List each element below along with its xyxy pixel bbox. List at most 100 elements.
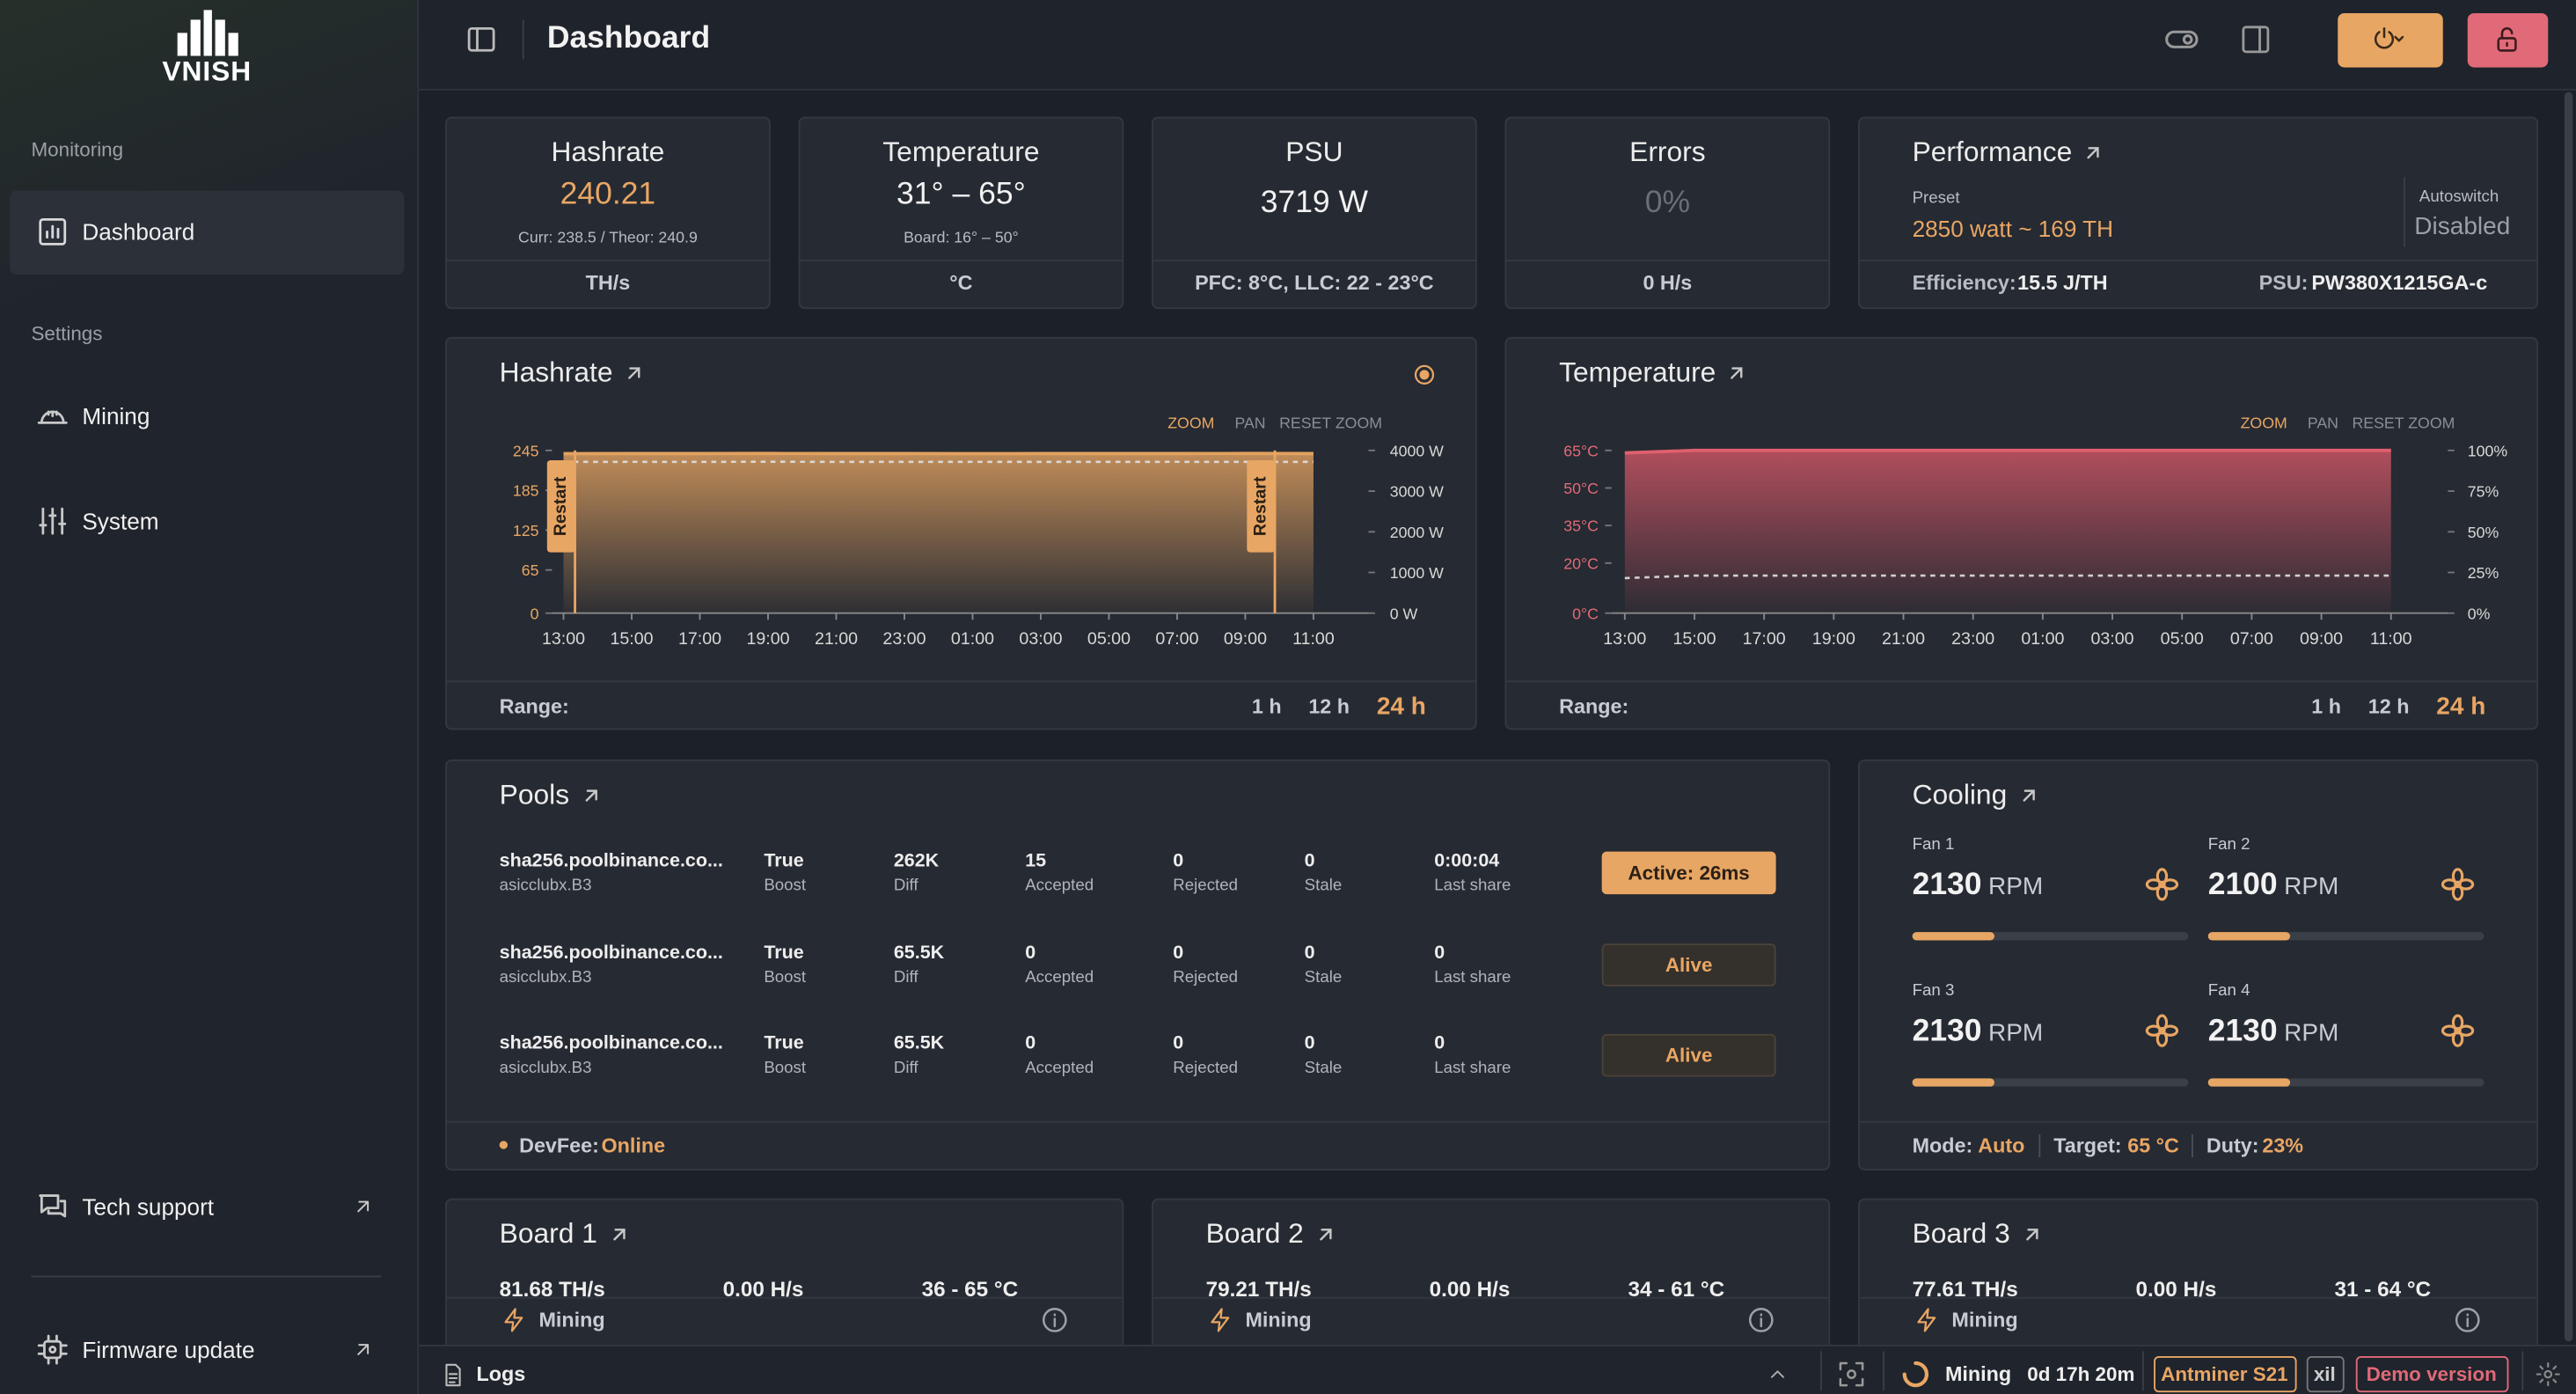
external-link-icon[interactable] bbox=[1314, 1223, 1336, 1246]
panel-toggle[interactable] bbox=[2239, 23, 2272, 55]
card-title: Board 1 bbox=[499, 1218, 597, 1250]
pool-status[interactable] bbox=[1601, 1033, 1776, 1077]
chart-control[interactable]: PAN bbox=[1234, 415, 1266, 434]
external-link-icon[interactable] bbox=[2016, 784, 2039, 807]
external-link-icon[interactable] bbox=[1726, 362, 1749, 385]
mode-label: Mode: bbox=[1912, 1134, 1973, 1158]
info-icon[interactable] bbox=[1746, 1305, 1776, 1335]
chart-target-icon[interactable] bbox=[1411, 362, 1438, 388]
pools-card bbox=[445, 759, 1831, 1170]
divider bbox=[1504, 680, 2539, 683]
fan-icon-part-part bbox=[2451, 1031, 2464, 1047]
target-label: Target: bbox=[2053, 1134, 2122, 1158]
nav-item-active[interactable] bbox=[10, 190, 405, 275]
panel-toggle-part-part bbox=[2242, 26, 2270, 54]
pool-diff: 65.5K bbox=[893, 1033, 945, 1054]
pool-last_share-label: Last share bbox=[1434, 1059, 1511, 1078]
range-option[interactable]: 1 h bbox=[1251, 695, 1282, 719]
pool-accepted: 15 bbox=[1025, 851, 1047, 871]
chart-target-icon-part-part bbox=[1414, 364, 1435, 385]
pool-status[interactable] bbox=[1601, 943, 1776, 987]
efficiency-value: 15.5 J/TH bbox=[2017, 271, 2108, 295]
sidebar-toggle[interactable] bbox=[465, 23, 497, 55]
divider bbox=[445, 260, 771, 261]
external-link-icon[interactable] bbox=[352, 1195, 375, 1218]
pool-status[interactable] bbox=[1601, 851, 1776, 895]
fan-unit: RPM bbox=[2284, 1019, 2339, 1047]
card-title-wrap: Board 1 bbox=[500, 1218, 631, 1251]
logs-label[interactable]: Logs bbox=[476, 1362, 526, 1386]
board-status: Mining bbox=[1245, 1308, 1312, 1332]
range-option[interactable]: 12 h bbox=[2367, 695, 2410, 719]
info-icon[interactable] bbox=[2453, 1305, 2483, 1335]
power-icon bbox=[2369, 25, 2412, 55]
fan-icon-part-part bbox=[2155, 884, 2169, 901]
panel-toggle-part bbox=[2242, 26, 2270, 54]
chart-control[interactable]: PAN bbox=[2307, 415, 2339, 434]
power-button[interactable] bbox=[2338, 12, 2443, 68]
pool-accepted: 0 bbox=[1025, 943, 1036, 964]
info-icon[interactable] bbox=[1040, 1305, 1070, 1335]
info-icon-part bbox=[2455, 1308, 2480, 1332]
range-option[interactable]: 12 h bbox=[1308, 695, 1350, 719]
nav-item[interactable]: Mining bbox=[82, 402, 150, 429]
external-link-icon[interactable] bbox=[579, 784, 602, 807]
system-icon-part bbox=[39, 507, 67, 535]
fan-icon bbox=[2144, 866, 2180, 902]
external-link-icon-part bbox=[612, 1229, 625, 1241]
stat-title: Errors bbox=[1629, 136, 1706, 168]
fan-label: Fan 3 bbox=[1912, 982, 1955, 1001]
divider bbox=[1882, 1351, 1884, 1391]
chart-control[interactable]: RESET ZOOM bbox=[1279, 415, 1383, 434]
nav-item[interactable]: Dashboard bbox=[82, 218, 195, 246]
settings-icon-part-part bbox=[2536, 1361, 2560, 1387]
board-status: Mining bbox=[538, 1308, 605, 1332]
external-link-icon[interactable] bbox=[352, 1338, 375, 1361]
lock-button[interactable] bbox=[2467, 12, 2549, 68]
nav-item[interactable]: Firmware update bbox=[82, 1336, 255, 1363]
pool-url: sha256.poolbinance.co... bbox=[499, 943, 723, 964]
lock-icon-part bbox=[2497, 27, 2517, 52]
external-link-icon-part bbox=[2025, 1229, 2038, 1241]
header bbox=[419, 0, 2576, 91]
fan-icon-part-part bbox=[2162, 878, 2179, 891]
external-link-icon-part-part bbox=[628, 367, 640, 379]
pool-stale: 0 bbox=[1304, 851, 1315, 871]
fan-icon-part-part bbox=[2451, 868, 2464, 884]
focus-icon[interactable] bbox=[1837, 1360, 1867, 1390]
chart-control[interactable]: RESET ZOOM bbox=[2352, 415, 2455, 434]
card-title-wrap: Pools bbox=[500, 779, 603, 811]
range-option[interactable]: 24 h bbox=[1376, 693, 1426, 722]
external-link-icon[interactable] bbox=[607, 1223, 630, 1246]
stat-value: 240.21 bbox=[560, 177, 656, 212]
nav-item[interactable]: System bbox=[82, 508, 159, 535]
theme-toggle[interactable] bbox=[2163, 21, 2199, 57]
chart-control[interactable]: ZOOM bbox=[2240, 415, 2287, 434]
external-link-icon[interactable] bbox=[623, 362, 646, 385]
autoswitch-value: Disabled bbox=[2414, 212, 2511, 241]
pool-stale-label: Stale bbox=[1304, 877, 1343, 896]
status-bar bbox=[419, 1344, 2576, 1394]
range-option[interactable]: 1 h bbox=[2311, 695, 2342, 719]
external-link-icon[interactable] bbox=[2020, 1223, 2043, 1246]
fan-speed: 2130 RPM bbox=[1913, 868, 2044, 904]
pool-stale-label: Stale bbox=[1304, 969, 1343, 987]
range-label: Range: bbox=[499, 695, 569, 719]
settings-icon[interactable] bbox=[2535, 1361, 2561, 1388]
sidebar-toggle-part-part bbox=[467, 26, 495, 52]
stat-card bbox=[798, 116, 1124, 310]
nav-item[interactable]: Tech support bbox=[82, 1193, 215, 1220]
external-link-icon[interactable] bbox=[2082, 142, 2105, 165]
range-option[interactable]: 24 h bbox=[2436, 693, 2486, 722]
chevron-icon[interactable] bbox=[1766, 1362, 1789, 1385]
pool-last_share: 0 bbox=[1434, 943, 1445, 964]
theme-toggle-part-part bbox=[2165, 30, 2199, 48]
model-text: Antminer S21 bbox=[2161, 1362, 2288, 1386]
stat-value: 31° – 65° bbox=[896, 177, 1026, 212]
stat-title: Hashrate bbox=[551, 136, 665, 168]
stat-footer: PFC: 8°C, LLC: 22 - 23°C bbox=[1195, 271, 1434, 295]
chart-control[interactable]: ZOOM bbox=[1167, 415, 1215, 434]
uptime: 0d 17h 20m bbox=[2027, 1362, 2135, 1386]
cooling-card bbox=[1857, 759, 2539, 1170]
firmware-icon-part bbox=[37, 1334, 68, 1365]
